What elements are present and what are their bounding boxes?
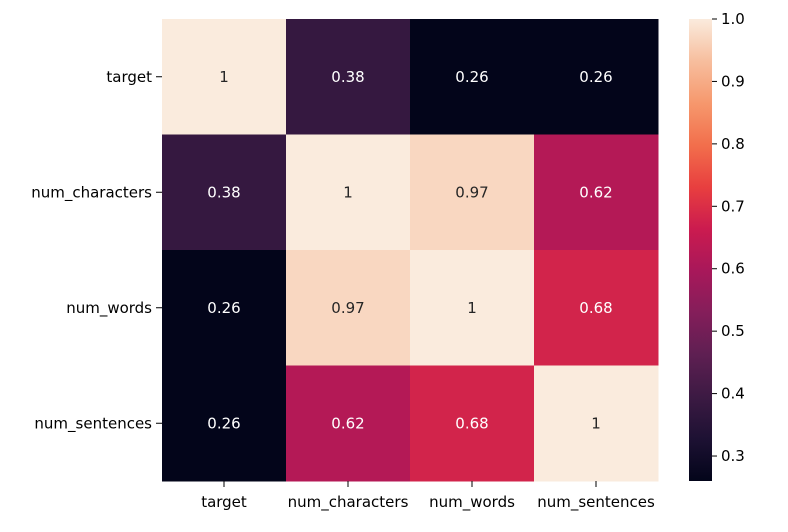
heatmap-cell-3-2 — [410, 365, 535, 482]
colorbar-tick-label: 0.4 — [721, 385, 745, 403]
column-label-target: target — [201, 493, 247, 511]
cell-annotation-0-1: 0.38 — [331, 68, 364, 86]
colorbar-tick-label: 0.3 — [721, 447, 745, 465]
colorbar-tick-label: 0.8 — [721, 135, 745, 153]
cell-annotation-2-3: 0.68 — [579, 299, 612, 317]
colorbar-gradient — [689, 19, 712, 481]
row-label-target: target — [106, 68, 152, 86]
row-label-num-words: num_words — [66, 299, 152, 318]
colorbar: 0.3 0.4 0.5 0.6 0.7 0.8 0.9 1.0 — [689, 10, 745, 481]
cell-annotation-3-1: 0.62 — [331, 414, 364, 432]
heatmap-cell-3-0 — [162, 365, 287, 482]
colorbar-tick-label: 0.5 — [721, 322, 745, 340]
heatmap-cell-1-1 — [286, 134, 411, 251]
colorbar-tick-label: 1.0 — [721, 10, 745, 28]
colorbar-tick-label: 0.7 — [721, 197, 745, 215]
cell-annotation-1-2: 0.97 — [455, 183, 488, 201]
cell-annotation-3-0: 0.26 — [207, 414, 240, 432]
colorbar-tick-label: 0.9 — [721, 72, 745, 90]
heatmap-cell-3-3 — [534, 365, 659, 482]
cell-annotation-3-2: 0.68 — [455, 414, 488, 432]
heatmap-cell-0-3 — [534, 19, 659, 135]
column-label-num-words: num_words — [429, 493, 515, 512]
cell-annotation-2-2: 1 — [467, 299, 477, 317]
column-label-num-sentences: num_sentences — [537, 493, 655, 512]
heatmap-cell-1-2 — [410, 134, 535, 251]
row-tick-labels: target num_characters num_words num_sentenc… — [31, 68, 162, 433]
cell-annotation-2-0: 0.26 — [207, 299, 240, 317]
column-label-num-characters: num_characters — [288, 493, 409, 512]
row-label-num-sentences: num_sentences — [34, 414, 152, 433]
heatmap-cell-1-0 — [162, 134, 287, 251]
cell-annotation-1-0: 0.38 — [207, 183, 240, 201]
cell-annotation-0-2: 0.26 — [455, 68, 488, 86]
heatmap-cell-0-0 — [162, 19, 287, 135]
cell-annotation-2-1: 0.97 — [331, 299, 364, 317]
cell-annotation-1-1: 1 — [343, 183, 353, 201]
heatmap-cell-2-2 — [410, 250, 535, 366]
cell-annotation-0-0: 1 — [219, 68, 229, 86]
heatmap-cell-2-0 — [162, 250, 287, 366]
heatmap-cells: 1 0.38 0.26 0.26 0.38 1 0.97 0.62 0.26 0.97 1 0.68 0… — [162, 19, 659, 482]
heatmap-cell-0-2 — [410, 19, 535, 135]
colorbar-tick-label: 0.6 — [721, 260, 745, 278]
heatmap-cell-2-3 — [534, 250, 659, 366]
cell-annotation-1-3: 0.62 — [579, 183, 612, 201]
cell-annotation-3-3: 1 — [591, 414, 601, 432]
cell-annotation-0-3: 0.26 — [579, 68, 612, 86]
heatmap-cell-2-1 — [286, 250, 411, 366]
heatmap-cell-3-1 — [286, 365, 411, 482]
row-label-num-characters: num_characters — [31, 183, 152, 202]
heatmap-cell-0-1 — [286, 19, 411, 135]
heatmap-cell-1-3 — [534, 134, 659, 251]
column-tick-labels: target num_characters num_words num_sentenc… — [201, 481, 655, 512]
